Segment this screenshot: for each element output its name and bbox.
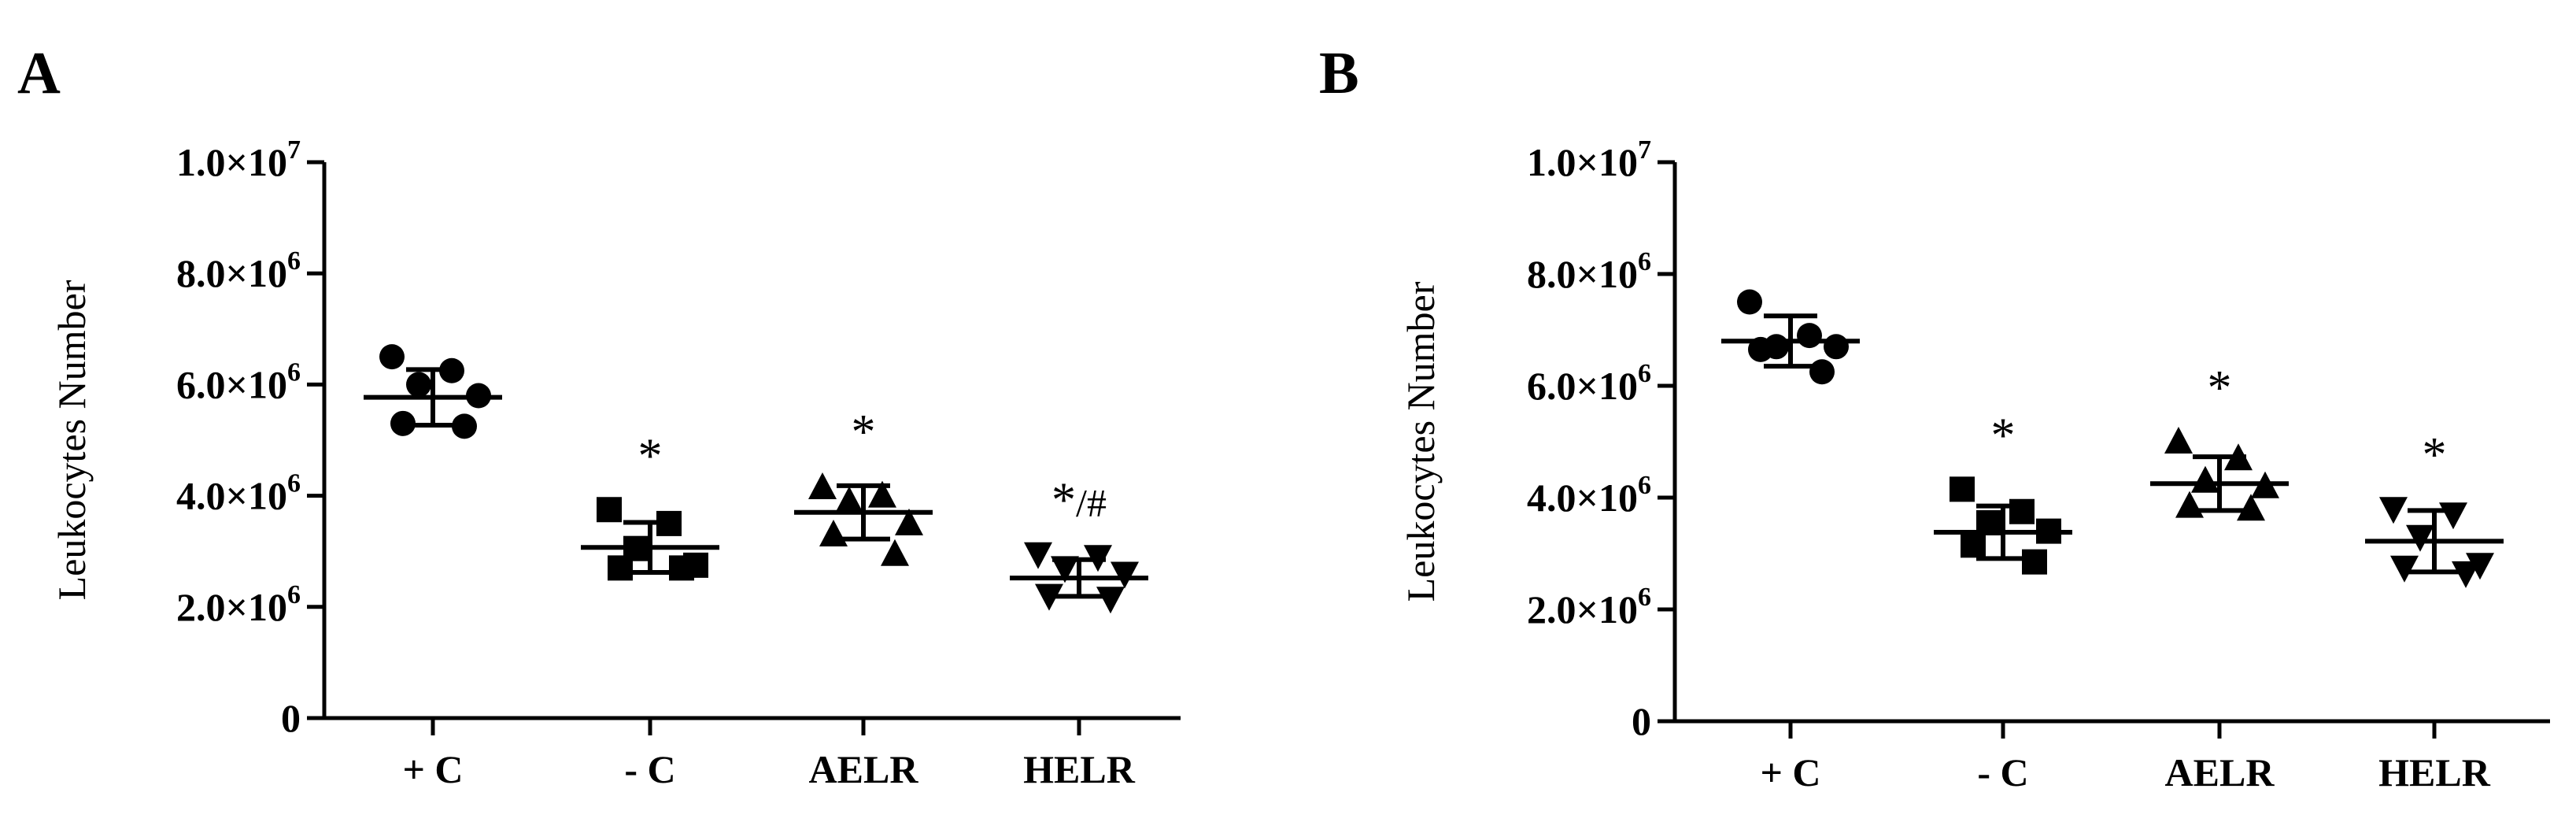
y-tick-label: 1.0×107 xyxy=(176,135,301,184)
chart-panel-a: A 0 2.0×106 4.0×106 6.0×106 8.0×106 1.0×107 Leu… xyxy=(17,40,1181,791)
chart-panel-b: B 0 2.0×106 4.0×106 6.0×106 8.0×106 1.0×107 Leu… xyxy=(1319,40,2550,794)
x-tick-label: + C xyxy=(402,747,463,791)
group-c: * xyxy=(1934,409,2072,575)
data-point xyxy=(1096,587,1125,614)
y-tick-label: 4.0×106 xyxy=(176,469,301,518)
data-point xyxy=(2164,427,2193,454)
data-point xyxy=(2406,524,2434,552)
data-point xyxy=(379,344,405,370)
x-tick-label: AELR xyxy=(2165,750,2275,794)
x-tick-label: AELR xyxy=(809,747,919,791)
group-c xyxy=(1721,289,1860,385)
data-point xyxy=(1950,476,1975,502)
data-point xyxy=(2009,498,2035,524)
group-helr: */# xyxy=(1010,474,1148,614)
data-point xyxy=(835,486,863,513)
y-tick-label: 6.0×106 xyxy=(1527,359,1651,408)
y-tick-label: 6.0×106 xyxy=(176,357,301,406)
x-tick-label: + C xyxy=(1760,750,1820,794)
data-point xyxy=(1051,556,1079,583)
panel-label: A xyxy=(17,40,61,106)
data-point xyxy=(1035,583,1063,611)
x-tick-label: - C xyxy=(624,747,675,791)
data-point xyxy=(1824,334,1849,360)
data-point xyxy=(2191,465,2219,493)
y-tick-label: 2.0×106 xyxy=(176,580,301,629)
group-c xyxy=(364,344,502,439)
data-point xyxy=(895,508,923,535)
data-point xyxy=(808,472,837,500)
group-helr: * xyxy=(2365,428,2504,588)
data-point xyxy=(2379,497,2408,524)
data-point xyxy=(1737,289,1762,315)
y-tick-label: 2.0×106 xyxy=(1527,583,1651,631)
group-aelr: * xyxy=(2150,361,2289,521)
data-point xyxy=(819,520,848,547)
panel-label: B xyxy=(1319,40,1359,106)
data-point xyxy=(2452,561,2480,588)
y-axis-title: Leukocytes Number xyxy=(1399,281,1443,602)
data-point xyxy=(868,480,896,508)
significance-label: * xyxy=(2423,428,2447,482)
x-tick-label: HELR xyxy=(1023,747,1136,791)
data-point xyxy=(2175,491,2204,518)
group-aelr: * xyxy=(794,405,933,566)
significance-label: * xyxy=(638,429,663,483)
data-point xyxy=(1961,532,1986,558)
x-tick-label: - C xyxy=(1977,750,2028,794)
data-point xyxy=(1809,359,1835,385)
data-point xyxy=(2237,494,2265,521)
significance-label: */# xyxy=(1051,474,1107,528)
data-point xyxy=(2466,553,2494,580)
data-point xyxy=(608,555,633,581)
data-point xyxy=(2390,555,2419,583)
significance-label: * xyxy=(852,405,876,459)
y-tick-label: 4.0×106 xyxy=(1527,471,1651,520)
significance-label: * xyxy=(2208,361,2232,415)
data-point xyxy=(452,413,477,439)
x-tick-label: HELR xyxy=(2378,750,2491,794)
y-axis-title: Leukocytes Number xyxy=(50,280,94,600)
data-point xyxy=(597,497,622,523)
group-c: * xyxy=(581,429,719,581)
data-point xyxy=(390,410,416,436)
data-point xyxy=(1024,542,1052,569)
y-tick-label: 0 xyxy=(1632,699,1651,743)
data-point xyxy=(406,372,431,398)
y-tick-label: 0 xyxy=(281,696,301,740)
data-point xyxy=(2439,502,2467,530)
data-point xyxy=(881,539,909,566)
y-tick-label: 8.0×106 xyxy=(176,246,301,295)
significance-label: * xyxy=(1991,409,2016,462)
y-tick-label: 8.0×106 xyxy=(1527,247,1651,296)
y-tick-label: 1.0×107 xyxy=(1527,135,1651,184)
data-point xyxy=(669,555,694,581)
data-point xyxy=(1797,323,1822,349)
data-point xyxy=(2022,549,2047,575)
data-point xyxy=(1111,561,1139,589)
